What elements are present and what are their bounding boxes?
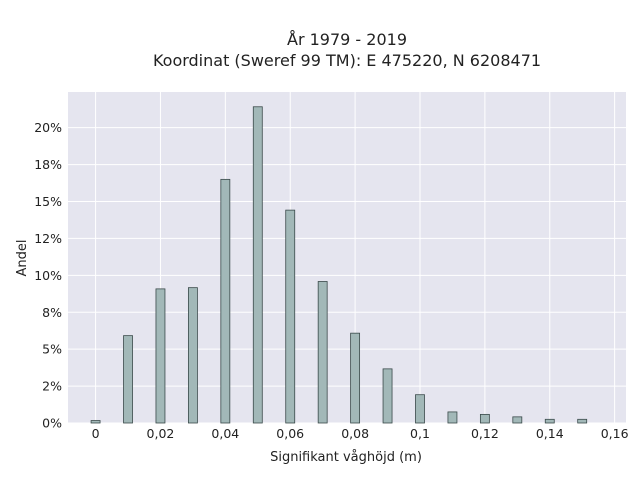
x-tick-label: 0,16 <box>601 426 629 441</box>
y-tick-label: 20% <box>34 120 62 135</box>
x-tick-label: 0,12 <box>471 426 499 441</box>
histogram-bar <box>447 411 458 424</box>
x-axis-label: Signifikant våghöjd (m) <box>270 450 422 465</box>
histogram-bar <box>382 368 393 424</box>
bars <box>90 106 588 424</box>
histogram-bar <box>544 418 555 424</box>
y-tick-label: 2% <box>42 379 62 394</box>
x-tick-label: 0,06 <box>276 426 304 441</box>
histogram-bar <box>155 288 166 424</box>
y-tick-label: 18% <box>34 157 62 172</box>
x-tick-label: 0,08 <box>341 426 369 441</box>
y-tick-label: 8% <box>42 305 62 320</box>
histogram-bar <box>512 416 523 424</box>
chart-title-line-2: Koordinat (Sweref 99 TM): E 475220, N 62… <box>153 51 541 70</box>
y-tick-label: 0% <box>42 416 62 431</box>
y-tick-labels: 0% 2% 5% 8% 10% 12% 15% 18% 20% <box>34 120 62 430</box>
histogram-bar <box>285 209 296 424</box>
y-tick-label: 5% <box>42 342 62 357</box>
x-tick-label: 0,04 <box>211 426 239 441</box>
histogram-bar <box>317 281 328 424</box>
histogram-bar <box>252 106 263 424</box>
y-tick-label: 10% <box>34 268 62 283</box>
histogram-bar <box>350 332 361 424</box>
histogram-bar <box>220 178 231 424</box>
y-axis-label: Andel <box>15 240 30 277</box>
x-tick-label: 0 <box>92 426 100 441</box>
x-tick-label: 0,02 <box>147 426 175 441</box>
x-tick-labels: 0 0,02 0,04 0,06 0,08 0,1 0,12 0,14 0,16 <box>92 426 629 441</box>
chart-title-line-1: År 1979 - 2019 <box>287 30 407 49</box>
histogram-bar <box>577 418 588 424</box>
histogram-bar <box>90 420 101 424</box>
histogram-bar <box>187 287 198 424</box>
y-tick-label: 12% <box>34 231 62 246</box>
y-tick-label: 15% <box>34 194 62 209</box>
plot-area <box>68 92 626 423</box>
histogram-bar <box>479 413 490 424</box>
histogram-bar <box>123 335 133 424</box>
histogram-bar <box>415 394 425 424</box>
x-tick-label: 0,1 <box>410 426 430 441</box>
x-tick-label: 0,14 <box>536 426 564 441</box>
